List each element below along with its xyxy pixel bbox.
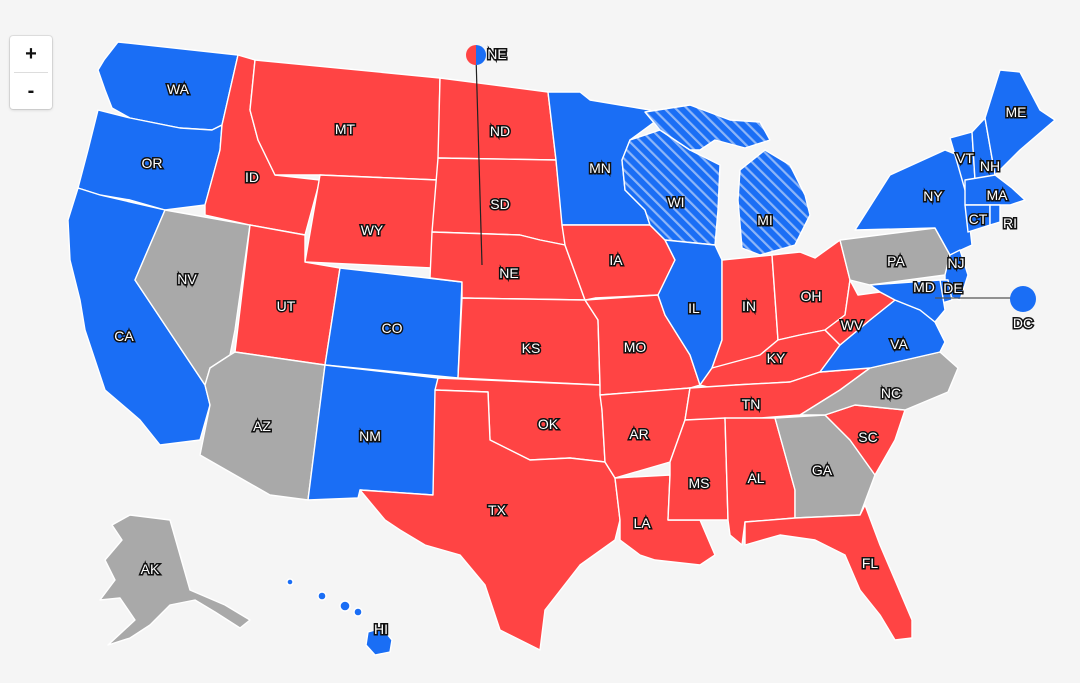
state-WY[interactable]: [304, 174, 439, 269]
state-ME[interactable]: [984, 69, 1056, 176]
state-CT[interactable]: [964, 204, 991, 233]
state-ND[interactable]: [437, 77, 557, 161]
state-MI-upper[interactable]: [644, 104, 771, 151]
state-MA[interactable]: [964, 174, 1026, 206]
state-FL[interactable]: [744, 504, 913, 641]
state-NJ[interactable]: [944, 249, 969, 301]
state-HI[interactable]: [365, 627, 393, 656]
ne-callout-left-half[interactable]: [466, 45, 476, 65]
state-CO[interactable]: [324, 267, 463, 379]
state-MI[interactable]: [737, 149, 811, 256]
state-SD[interactable]: [431, 157, 566, 246]
zoom-controls: + -: [10, 36, 52, 109]
dc-callout-marker[interactable]: [1010, 286, 1036, 312]
state-HI-islet-1[interactable]: [317, 591, 327, 601]
state-RI[interactable]: [989, 204, 1001, 226]
ne-callout-right-half[interactable]: [476, 45, 486, 65]
ne-callout-label: NE: [487, 46, 506, 62]
state-AZ[interactable]: [199, 351, 326, 501]
ne-callout-leader: [475, 55, 483, 266]
state-MD[interactable]: [869, 279, 946, 323]
label-RI: RI: [1003, 215, 1017, 231]
zoom-divider: [14, 72, 48, 73]
state-KS[interactable]: [457, 297, 601, 386]
state-HI-islet-4[interactable]: [286, 578, 294, 586]
state-NC[interactable]: [799, 351, 959, 416]
state-HI-islet-3[interactable]: [353, 607, 363, 617]
state-TX[interactable]: [359, 389, 621, 651]
state-HI-islet-2[interactable]: [339, 600, 351, 612]
state-AK[interactable]: [99, 514, 251, 646]
state-PA[interactable]: [839, 227, 951, 286]
zoom-in-button[interactable]: +: [10, 36, 52, 72]
state-NM[interactable]: [307, 364, 439, 501]
zoom-out-button[interactable]: -: [10, 73, 52, 109]
dc-callout-label: DC: [1013, 315, 1033, 331]
state-MT[interactable]: [249, 59, 441, 181]
